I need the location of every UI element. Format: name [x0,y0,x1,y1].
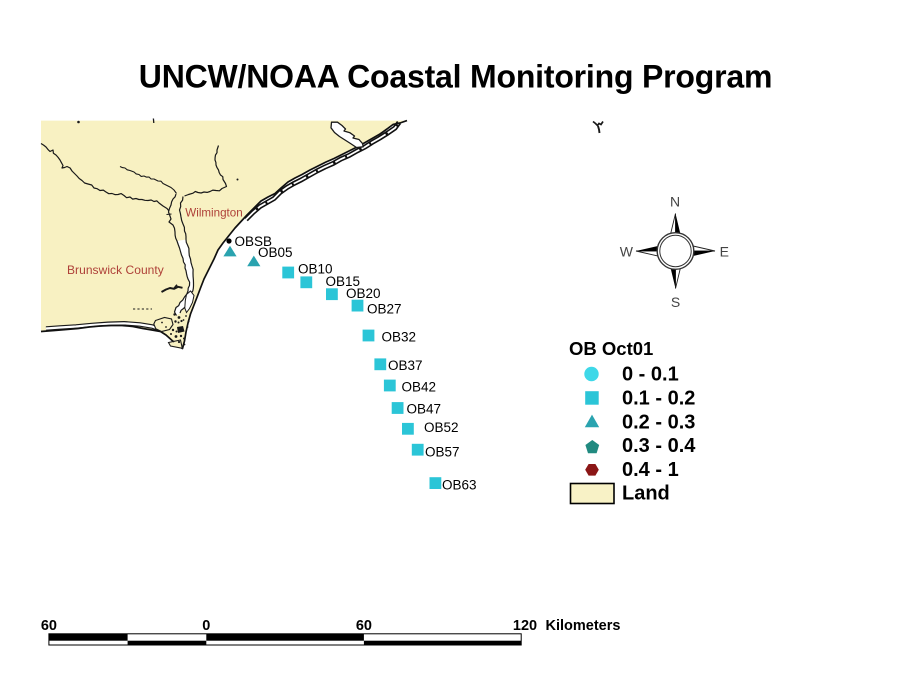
svg-text:0: 0 [202,618,210,634]
svg-text:OB57: OB57 [425,445,460,460]
svg-text:0.1 - 0.2: 0.1 - 0.2 [622,387,695,409]
svg-text:OB32: OB32 [382,330,417,345]
svg-text:60: 60 [41,618,57,634]
svg-text:OB52: OB52 [424,420,459,435]
svg-text:Brunswick County: Brunswick County [67,263,164,277]
svg-text:OB63: OB63 [442,478,477,493]
svg-text:OB Oct01: OB Oct01 [569,338,653,359]
svg-text:N: N [670,194,680,210]
svg-text:OB42: OB42 [402,380,437,395]
svg-text:60: 60 [356,618,372,634]
svg-text:Land: Land [622,483,670,505]
svg-text:OBSB: OBSB [235,234,273,249]
svg-text:OB15: OB15 [326,274,361,289]
svg-text:OB05: OB05 [258,245,293,260]
svg-text:OB10: OB10 [298,262,333,277]
svg-text:120: 120 [513,618,537,634]
svg-text:OB20: OB20 [346,286,381,301]
svg-text:Kilometers: Kilometers [546,618,621,634]
svg-text:OB47: OB47 [407,402,442,417]
svg-text:0.3 - 0.4: 0.3 - 0.4 [622,435,696,457]
svg-text:S: S [671,294,680,310]
svg-text:0 - 0.1: 0 - 0.1 [622,364,679,386]
svg-text:0.4 - 1: 0.4 - 1 [622,459,679,481]
svg-text:Wilmington: Wilmington [185,207,242,220]
svg-text:W: W [620,243,634,259]
svg-text:OB37: OB37 [388,358,423,373]
svg-text:0.2 - 0.3: 0.2 - 0.3 [622,411,695,433]
svg-text:E: E [720,243,729,259]
svg-text:OB27: OB27 [367,302,402,317]
svg-text:UNCW/NOAA Coastal Monitoring P: UNCW/NOAA Coastal Monitoring Program [139,59,772,95]
